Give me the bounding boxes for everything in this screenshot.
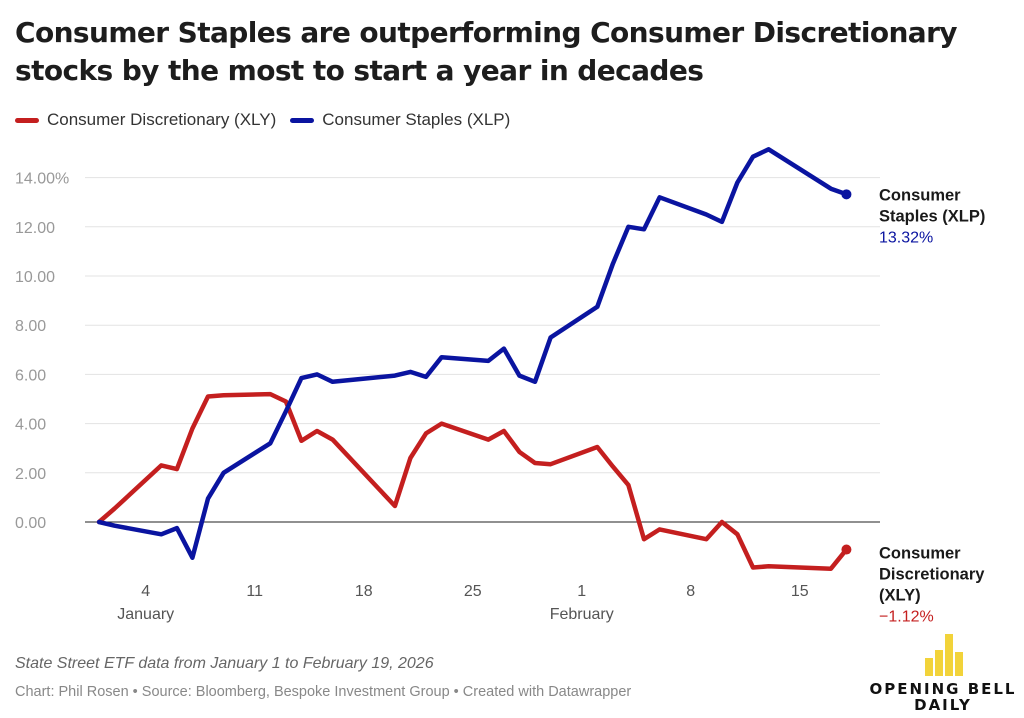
x-tick-label: 11 <box>246 583 263 600</box>
x-tick-label: 18 <box>355 583 373 600</box>
x-tick-month-label: February <box>550 606 614 623</box>
y-tick-label: 8.00 <box>15 318 46 335</box>
y-tick-label: 6.00 <box>15 367 46 384</box>
y-tick-label: 10.00 <box>15 269 55 286</box>
chart-note: State Street ETF data from January 1 to … <box>15 655 434 672</box>
y-tick-label: 14.00% <box>15 171 69 188</box>
logo-bar <box>935 650 943 676</box>
legend-swatch-xlp <box>290 117 315 123</box>
logo-text-line2: DAILY <box>914 696 972 714</box>
x-tick-label: 8 <box>686 583 695 600</box>
legend-label-xlp: Consumer Staples (XLP) <box>322 110 511 129</box>
chart-title: Consumer Staples are outperforming Consu… <box>15 16 958 87</box>
legend-label-xly: Consumer Discretionary (XLY) <box>47 110 277 129</box>
legend: Consumer Discretionary (XLY) Consumer St… <box>15 110 524 130</box>
legend-swatch-xly <box>15 117 39 123</box>
logo-bar <box>945 634 953 676</box>
logo-text-line1: OPENING BELL <box>869 680 1017 698</box>
end-label-xly: Discretionary <box>879 566 985 584</box>
legend-item-xlp: Consumer Staples (XLP) <box>290 110 510 130</box>
bell-bars-icon <box>925 634 963 676</box>
series-line-xlp <box>96 147 849 560</box>
x-tick-label: 25 <box>464 583 482 600</box>
x-tick-label: 15 <box>791 583 809 600</box>
series-end-point-xlp <box>841 189 852 200</box>
opening-bell-daily-logo: OPENING BELL DAILY <box>868 630 1018 714</box>
x-tick-month-label: January <box>117 606 174 623</box>
y-tick-label: 12.00 <box>15 220 55 237</box>
end-value-label-xlp: 13.32% <box>879 229 933 246</box>
series-line-xly <box>96 391 849 571</box>
line-chart: 0.00 2.00 4.00 6.00 8.00 10.00 12.00 14.00% 4 Jan… <box>15 147 985 626</box>
end-value-label-xly: −1.12% <box>879 609 934 626</box>
end-label-xlp: Staples (XLP) <box>879 207 985 225</box>
end-label-xlp: Consumer <box>879 186 961 204</box>
x-tick-label: 1 <box>577 583 586 600</box>
chart-credits: Chart: Phil Rosen • Source: Bloomberg, B… <box>15 684 632 700</box>
end-label-xly: Consumer <box>879 545 961 563</box>
end-label-xly: (XLY) <box>879 587 921 605</box>
series-end-point-xly <box>841 544 852 555</box>
y-tick-label: 2.00 <box>15 466 46 483</box>
x-tick-label: 4 <box>141 583 150 600</box>
logo-bar <box>955 652 963 676</box>
y-tick-label: 0.00 <box>15 515 46 532</box>
y-tick-label: 4.00 <box>15 417 46 434</box>
legend-item-xly: Consumer Discretionary (XLY) <box>15 110 276 130</box>
logo-bar <box>925 658 933 676</box>
